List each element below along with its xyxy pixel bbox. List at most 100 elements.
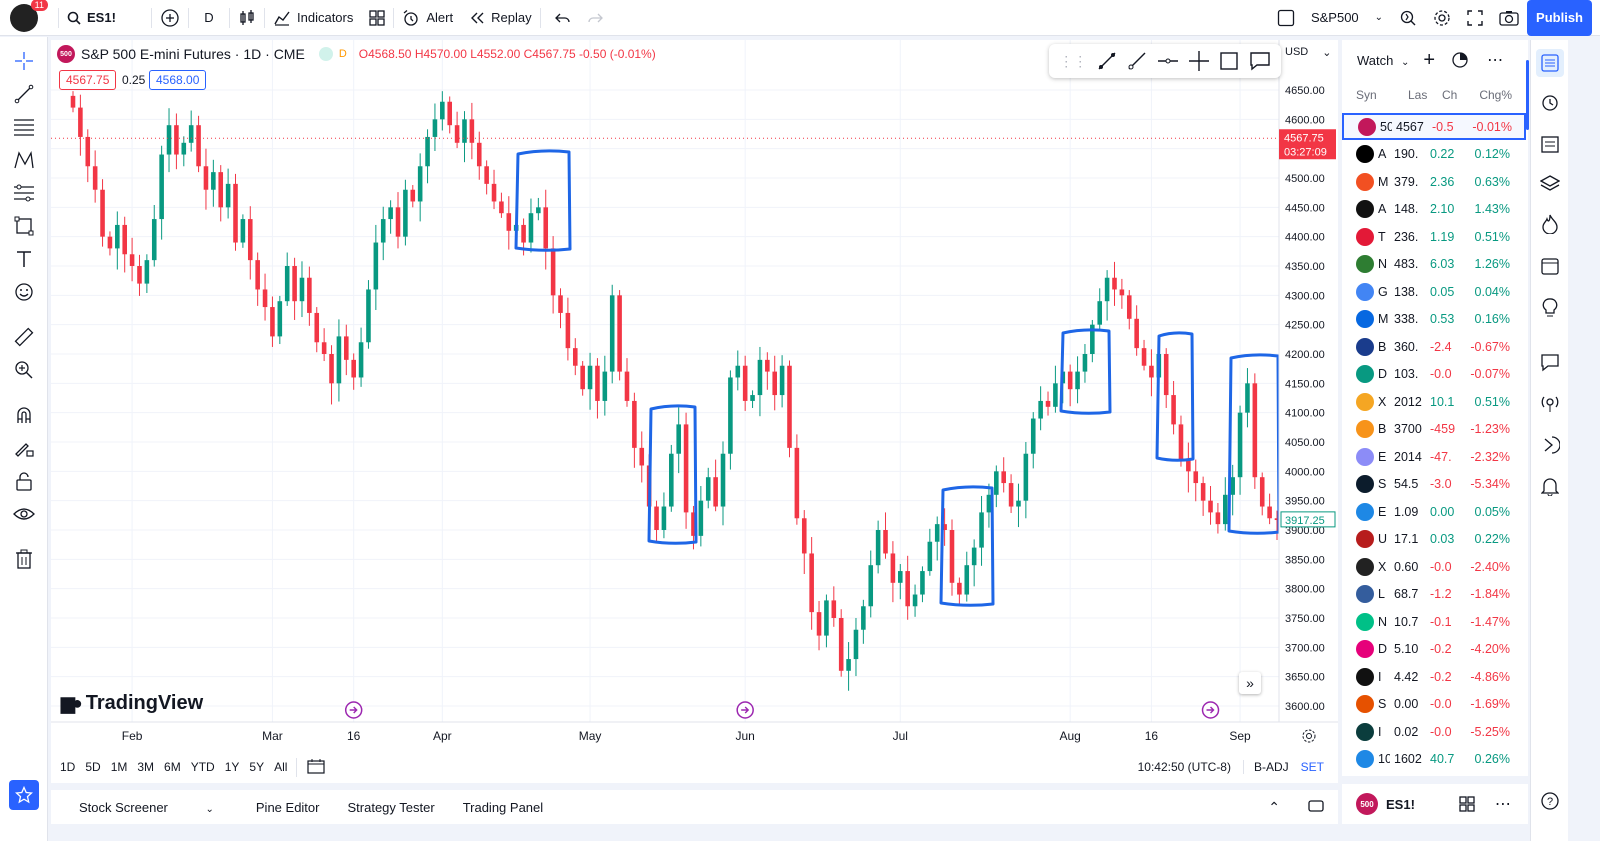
watchlist-row[interactable]: 100 1602 40.7 0.26% bbox=[1342, 746, 1526, 773]
favorites-button[interactable] bbox=[9, 780, 39, 810]
scroll-to-realtime-button[interactable]: » bbox=[1239, 672, 1261, 694]
quick-search-button[interactable] bbox=[1391, 0, 1425, 36]
session-toggle[interactable]: SET bbox=[1300, 760, 1324, 774]
chart-pane[interactable]: 4650.004600.004550.004500.004450.004400.… bbox=[51, 40, 1338, 782]
templates-button[interactable] bbox=[361, 0, 393, 36]
watchlist-row[interactable]: X 0.60 -0.0 -2.40% bbox=[1342, 553, 1526, 580]
watchlist-title-button[interactable]: Watch ⌄ bbox=[1357, 53, 1409, 68]
interval-button[interactable]: D bbox=[189, 0, 229, 36]
watchlist-row[interactable]: I 4.42 -0.2 -4.86% bbox=[1342, 663, 1526, 690]
advanced-view-icon[interactable] bbox=[1451, 51, 1469, 69]
more-options-button[interactable]: ⋯ bbox=[1494, 796, 1511, 813]
collapse-panel-button[interactable]: ⌃ bbox=[1268, 798, 1280, 815]
horizontal-line-icon[interactable] bbox=[1157, 50, 1179, 72]
publish-button[interactable]: Publish bbox=[1527, 0, 1592, 36]
watchlist-row[interactable]: B 360. -2.4 -0.67% bbox=[1342, 333, 1526, 360]
settings-button[interactable] bbox=[1425, 0, 1459, 36]
watchlist-row[interactable]: N 10.7 -0.1 -1.47% bbox=[1342, 608, 1526, 635]
measure-tool[interactable] bbox=[12, 325, 36, 349]
range-button-5y[interactable]: 5Y bbox=[249, 760, 265, 774]
tab-strategy-tester[interactable]: Strategy Tester bbox=[347, 799, 435, 815]
ray-icon[interactable] bbox=[1126, 50, 1148, 72]
alert-button[interactable]: Alert bbox=[394, 0, 461, 36]
help-button[interactable]: ? bbox=[1538, 789, 1562, 813]
watchlist-row[interactable]: N 483. 6.03 1.26% bbox=[1342, 251, 1526, 278]
goto-date-button[interactable] bbox=[296, 757, 331, 777]
watchlist-row[interactable]: X 2012 10.1 0.51% bbox=[1342, 388, 1526, 415]
watchlist-row[interactable]: S 0.00 -0.0 -1.69% bbox=[1342, 691, 1526, 718]
notifications-tab[interactable] bbox=[1538, 474, 1562, 498]
trend-line-icon[interactable] bbox=[1096, 50, 1118, 72]
pattern-tool[interactable] bbox=[12, 148, 36, 172]
text-tool[interactable] bbox=[12, 247, 36, 271]
tab-stock-screener[interactable]: Stock Screener ⌄ bbox=[51, 800, 242, 815]
watchlist-row[interactable]: A 190. 0.22 0.12% bbox=[1342, 141, 1526, 168]
range-button-3m[interactable]: 3M bbox=[137, 760, 155, 774]
drag-handle-icon[interactable]: ⋮⋮ bbox=[1059, 52, 1088, 69]
event-marker-icon[interactable] bbox=[1201, 701, 1220, 719]
col-symbol[interactable]: Syn bbox=[1356, 88, 1377, 102]
fullscreen-button[interactable] bbox=[1459, 0, 1491, 36]
projection-tool[interactable] bbox=[12, 181, 36, 205]
hide-drawings-tool[interactable] bbox=[12, 502, 36, 526]
chats-tab[interactable] bbox=[1538, 350, 1562, 374]
trend-line-tool[interactable] bbox=[12, 82, 36, 106]
watchlist-row[interactable]: D 5.10 -0.2 -4.20% bbox=[1342, 636, 1526, 663]
user-avatar[interactable]: 11 bbox=[10, 0, 48, 32]
range-button-all[interactable]: All bbox=[274, 760, 288, 774]
chart-type-button[interactable] bbox=[230, 0, 264, 36]
layout-name-button[interactable]: S&P500 ⌄ bbox=[1303, 0, 1391, 36]
tab-trading-panel[interactable]: Trading Panel bbox=[462, 799, 544, 815]
adjustment-toggle[interactable]: B-ADJ bbox=[1242, 760, 1295, 774]
watchlist-row[interactable]: M 379. 2.36 0.63% bbox=[1342, 168, 1526, 195]
price-chart[interactable]: 4650.004600.004550.004500.004450.004400.… bbox=[51, 40, 1338, 782]
redo-button[interactable] bbox=[579, 0, 611, 36]
watchlist-row[interactable]: S 54.5 -3.0 -5.34% bbox=[1342, 471, 1526, 498]
axis-settings-icon[interactable] bbox=[1301, 728, 1317, 744]
currency-selector[interactable]: USD ⌄ bbox=[1285, 46, 1331, 59]
watchlist-row[interactable]: U 17.1 0.03 0.22% bbox=[1342, 526, 1526, 553]
watchlist-row[interactable]: E 2014 -47. -2.32% bbox=[1342, 443, 1526, 470]
time-axis[interactable]: Feb Mar 16 Apr May Jun Jul Aug 16 Sep bbox=[51, 701, 1338, 743]
maximize-panel-button[interactable] bbox=[1294, 799, 1338, 816]
snapshot-button[interactable] bbox=[1491, 0, 1527, 36]
range-button-6m[interactable]: 6M bbox=[164, 760, 181, 774]
stay-drawing-tool[interactable] bbox=[12, 436, 36, 460]
event-marker-icon[interactable] bbox=[736, 701, 754, 719]
watchlist-row[interactable]: 500 4567 -0.5 -0.01% bbox=[1342, 113, 1526, 140]
replay-trading-tab[interactable] bbox=[1538, 433, 1562, 457]
object-tree-tab[interactable] bbox=[1538, 132, 1562, 156]
emoji-tool[interactable] bbox=[12, 280, 36, 304]
symbol-search-button[interactable]: ES1! bbox=[59, 0, 151, 36]
watchlist-row[interactable]: G 138. 0.05 0.04% bbox=[1342, 278, 1526, 305]
range-button-1m[interactable]: 1M bbox=[110, 760, 128, 774]
tab-pine-editor[interactable]: Pine Editor bbox=[255, 799, 320, 815]
remove-drawings-tool[interactable] bbox=[12, 547, 36, 571]
layout-select-button[interactable] bbox=[1269, 0, 1303, 36]
crosshair-tool[interactable] bbox=[12, 49, 36, 73]
range-button-ytd[interactable]: YTD bbox=[190, 760, 215, 774]
watchlist-row[interactable]: I 0.02 -0.0 -5.25% bbox=[1342, 718, 1526, 745]
callout-icon[interactable] bbox=[1249, 50, 1271, 72]
range-button-1d[interactable]: 1D bbox=[60, 760, 76, 774]
watchlist-tab[interactable] bbox=[1536, 49, 1564, 77]
sell-price-button[interactable]: 4567.75 bbox=[59, 70, 117, 90]
streams-tab[interactable] bbox=[1538, 392, 1562, 416]
rectangle-icon[interactable] bbox=[1218, 50, 1240, 72]
calendar-tab[interactable] bbox=[1538, 254, 1562, 278]
watchlist-row[interactable]: B 3700 -459 -1.23% bbox=[1342, 416, 1526, 443]
magnet-tool[interactable] bbox=[12, 403, 36, 427]
lock-drawings-tool[interactable] bbox=[12, 469, 36, 493]
indicators-button[interactable]: Indicators bbox=[265, 0, 361, 36]
buy-price-button[interactable]: 4568.00 bbox=[149, 70, 207, 90]
symbol-title[interactable]: S&P 500 E-mini Futures · 1D · CME bbox=[81, 46, 305, 62]
fib-tool[interactable] bbox=[12, 115, 36, 139]
clock-time[interactable]: 10:42:50 (UTC-8) bbox=[1137, 760, 1231, 774]
watchlist-row[interactable]: E 1.09 0.00 0.05% bbox=[1342, 498, 1526, 525]
watchlist-row[interactable]: D 103. -0.0 -0.07% bbox=[1342, 361, 1526, 388]
cross-line-icon[interactable] bbox=[1188, 50, 1210, 72]
compare-symbol-button[interactable] bbox=[152, 0, 188, 36]
shapes-tool[interactable] bbox=[12, 214, 36, 238]
col-change[interactable]: Ch bbox=[1442, 88, 1458, 102]
col-change-pct[interactable]: Chg% bbox=[1479, 88, 1512, 102]
